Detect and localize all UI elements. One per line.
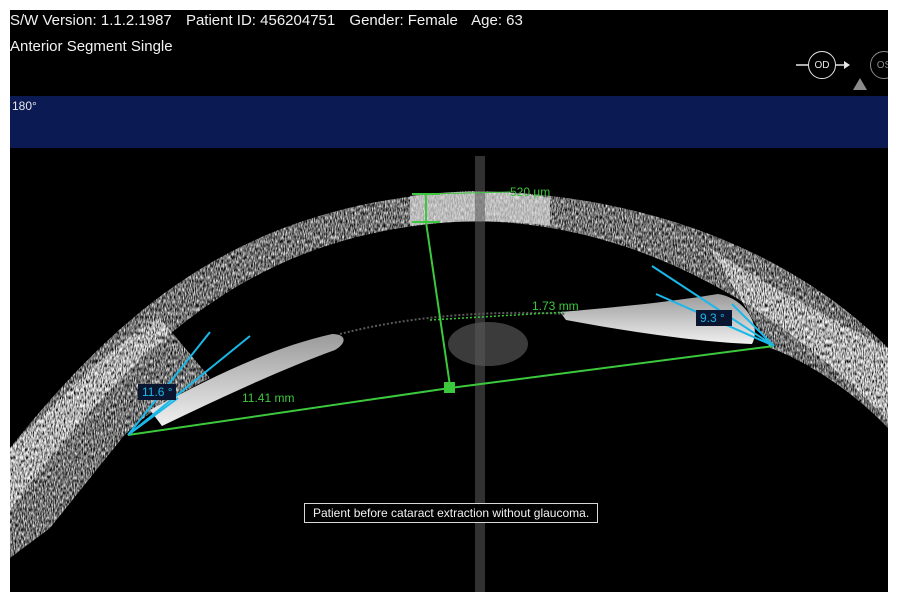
arrow-right-icon: [844, 61, 850, 69]
scan-caption: Patient before cataract extraction witho…: [304, 503, 598, 523]
lens-center-reflex: [448, 322, 528, 366]
patient-id: Patient ID: 456204751: [186, 12, 335, 29]
angle-band-label: 180°: [12, 99, 37, 113]
lens-chord-line: [430, 312, 566, 320]
sw-version: S/W Version: 1.1.2.1987: [10, 12, 172, 29]
angle-left-label: 11.6 °: [142, 385, 173, 399]
patient-info-line: S/W Version: 1.1.2.1987 Patient ID: 4562…: [10, 12, 533, 29]
central-artifact: [475, 156, 485, 592]
lens-anterior-surface: [340, 313, 566, 334]
oct-scan-image: 520 µm 1.73 mm 11.41 mm 11.6 ° 9.3 °: [10, 148, 888, 592]
sclera-left: [10, 318, 210, 558]
angle-to-angle-label: 11.41 mm: [242, 391, 294, 405]
od-button[interactable]: OD: [808, 51, 836, 79]
corneal-thickness-label: 520 µm: [510, 185, 550, 199]
angle-band: 180°: [10, 96, 888, 148]
eye-selector: OD OS: [794, 48, 888, 96]
midpoint-marker[interactable]: [445, 383, 454, 392]
anterior-chamber-depth-line: [426, 222, 450, 386]
lens-chord-label: 1.73 mm: [532, 299, 579, 313]
age: Age: 63: [471, 12, 523, 29]
scan-mode-title: Anterior Segment Single: [10, 38, 173, 55]
warning-triangle-icon: [853, 78, 867, 90]
oct-viewer: S/W Version: 1.1.2.1987 Patient ID: 4562…: [10, 10, 888, 592]
gender: Gender: Female: [349, 12, 457, 29]
angle-right-label: 9.3 °: [700, 311, 725, 325]
